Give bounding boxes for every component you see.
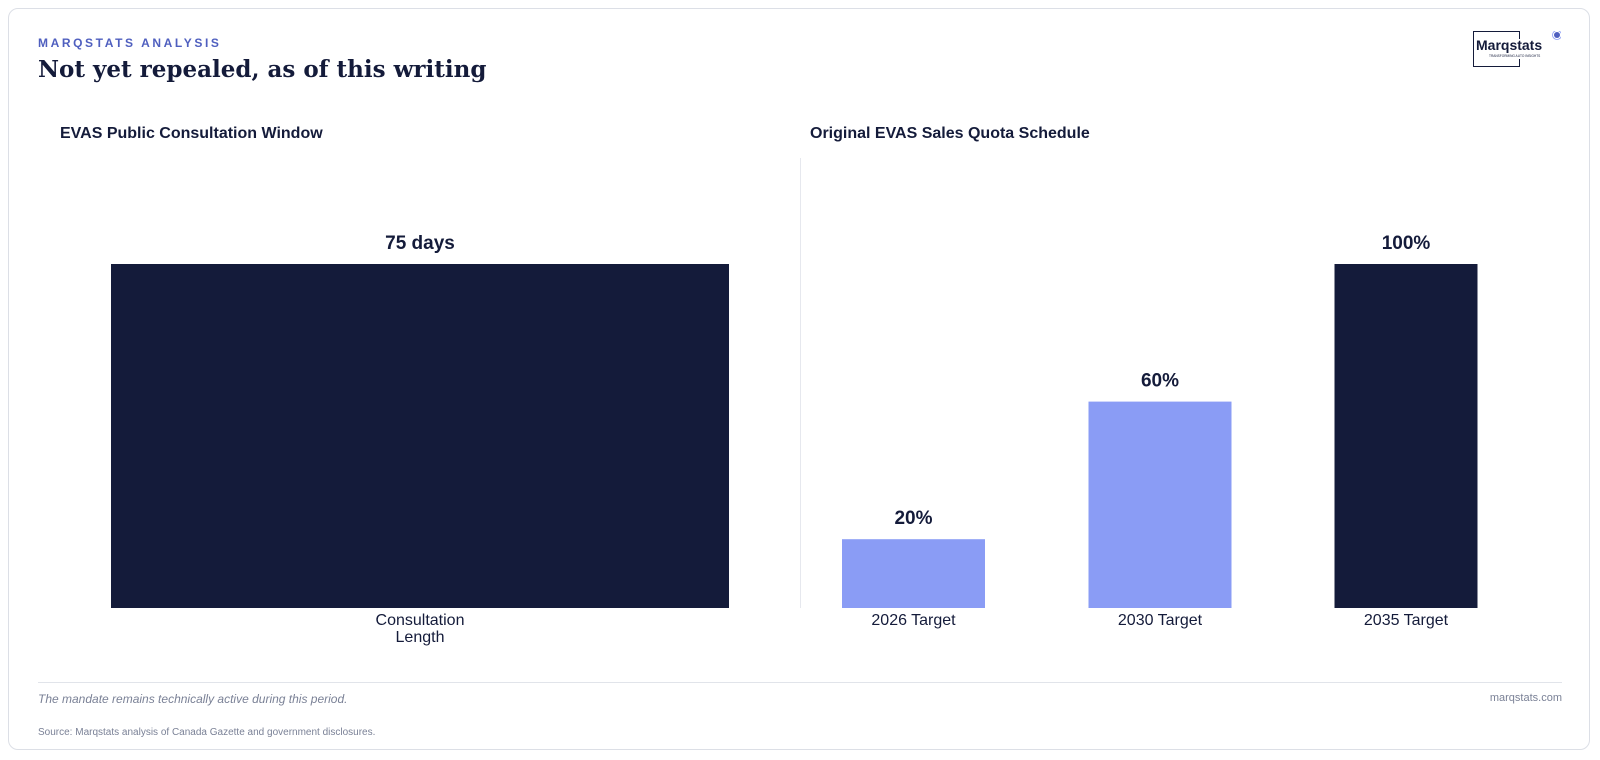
bar-consultation-0 <box>111 264 729 608</box>
bar-quota-0 <box>842 539 985 608</box>
value-label: 75 days <box>385 233 455 254</box>
category-label: 2035 Target <box>1364 612 1449 629</box>
category-label: 2026 Target <box>871 612 956 629</box>
left-panel-title: EVAS Public Consultation Window <box>60 125 323 142</box>
value-label: 20% <box>894 508 932 529</box>
logo-wordmark: Marqstats <box>1476 37 1542 53</box>
source-note: Source: Marqstats analysis of Canada Gaz… <box>38 727 376 738</box>
page-title: Not yet repealed, as of this writing <box>38 56 487 83</box>
footnote: The mandate remains technically active d… <box>38 692 348 706</box>
bar-quota-1 <box>1088 401 1232 608</box>
category-label: 2030 Target <box>1118 612 1203 629</box>
bar-quota-2 <box>1334 264 1478 608</box>
value-label: 100% <box>1382 233 1431 254</box>
logo-dot-icon <box>1554 32 1560 38</box>
category-label: Consultation Length <box>376 612 465 646</box>
logo-tagline: TRANSFORMING AUTO INSIGHTS <box>1489 54 1540 58</box>
value-label: 60% <box>1141 371 1179 392</box>
site-link[interactable]: marqstats.com <box>1489 692 1562 704</box>
kicker: MARQSTATS ANALYSIS <box>38 36 222 50</box>
marqstats-logo: Marqstats TRANSFORMING AUTO INSIGHTS <box>1473 31 1561 67</box>
footer-divider <box>38 682 1562 683</box>
right-panel-title: Original EVAS Sales Quota Schedule <box>810 125 1090 142</box>
panel-divider <box>800 158 801 608</box>
